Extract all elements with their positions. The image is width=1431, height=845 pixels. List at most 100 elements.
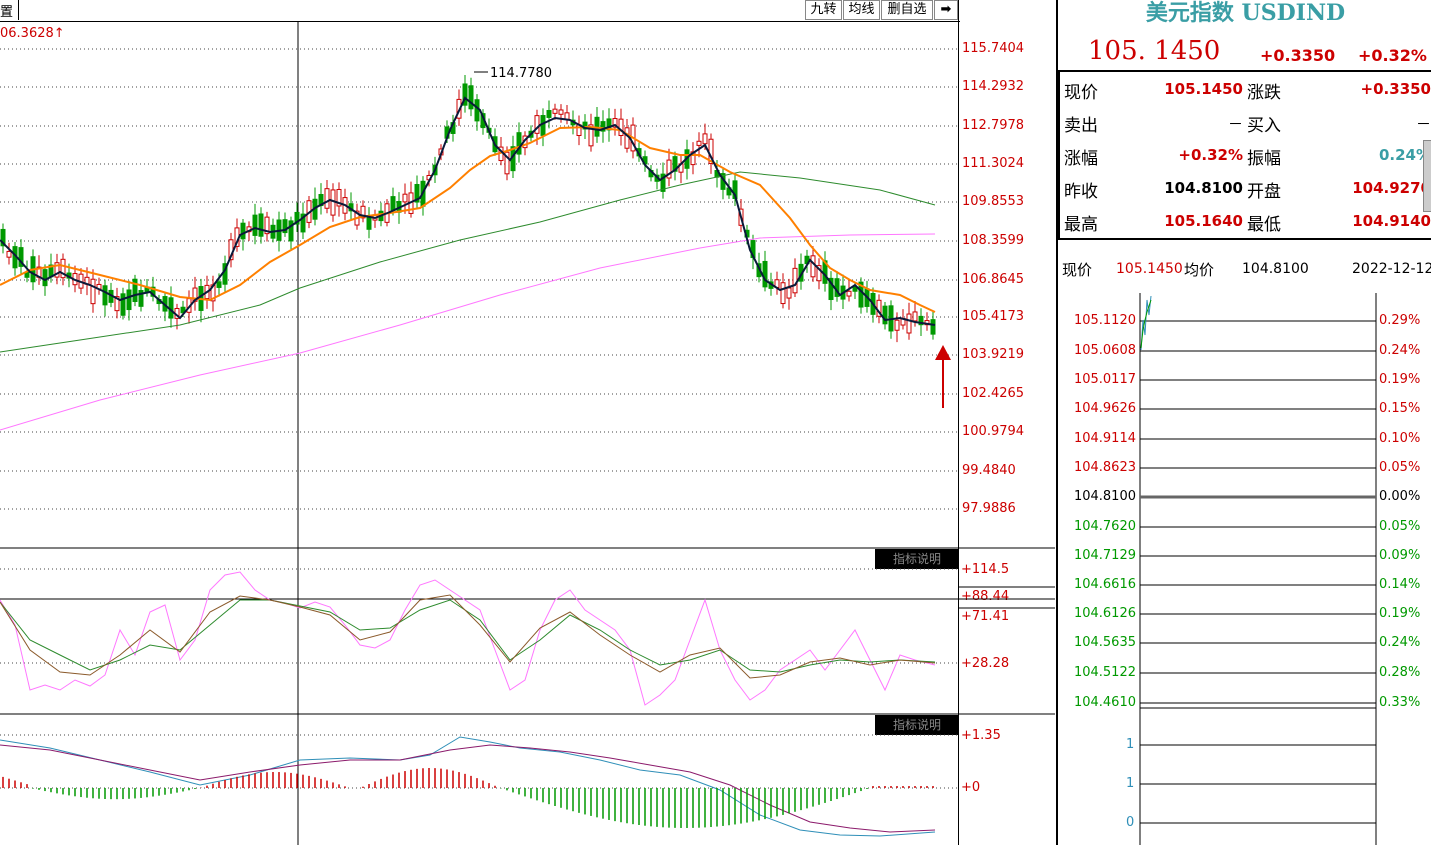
main-y-label: 105.4173 — [962, 309, 1025, 324]
quote-pane: 美元指数 USDIND 105. 1450 +0.3350 +0.32% 现价 … — [1056, 0, 1431, 845]
main-y-label: 114.2932 — [962, 79, 1025, 94]
candle-body — [138, 290, 144, 307]
indicator2-help-button[interactable]: 指标说明 — [875, 715, 959, 735]
quote-label: 振幅 — [1247, 149, 1281, 169]
delete-favorite-button[interactable]: 删自选 — [881, 0, 933, 20]
quote-value: 105.1640 — [1164, 212, 1243, 230]
main-y-label: 112.7978 — [962, 118, 1025, 133]
main-y-label: 103.9219 — [962, 347, 1025, 362]
main-y-label: 97.9886 — [962, 501, 1016, 516]
intraday-date: 2022-12-12 — [1352, 261, 1431, 277]
indicator2-y-label: +0 — [961, 780, 981, 795]
candle-body — [618, 118, 624, 137]
candle-body — [912, 311, 918, 322]
candle-body — [918, 315, 924, 326]
intraday-avg-label: 均价 — [1184, 261, 1215, 279]
indicator1-y-label: +88.44 — [961, 589, 1010, 604]
kdj-pink-line — [0, 571, 936, 706]
macd-histogram — [2, 768, 934, 828]
intraday-left-label: 104.8623 — [1073, 460, 1136, 475]
quote-label: 现价 — [1064, 83, 1098, 103]
candle-body — [906, 313, 912, 334]
candle-body — [360, 205, 366, 219]
candle-body — [588, 124, 594, 147]
candlesticks — [0, 75, 936, 343]
quote-value: 0.24% — [1378, 146, 1431, 164]
candle-body — [552, 108, 558, 114]
candle-body — [858, 281, 864, 308]
intraday-left-label: 105.0117 — [1073, 372, 1136, 387]
intraday-left-label: 104.9114 — [1073, 431, 1136, 446]
quote-label: 卖出 — [1064, 116, 1098, 136]
quote-label: 开盘 — [1247, 182, 1281, 202]
candle-body — [336, 188, 342, 207]
chart-toolbar: 置 九转 均线 删自选 ➡ — [0, 0, 960, 22]
quote-title: 美元指数 USDIND — [1145, 0, 1346, 26]
candle-body — [294, 211, 300, 225]
candle-body — [894, 319, 900, 331]
kline-chart-pane[interactable]: 置 九转 均线 删自选 ➡ 06.3628↑ 115.7404 114.2932 1… — [0, 0, 1055, 845]
intraday-right-label: 0.29% — [1379, 313, 1421, 328]
volume-label: 1 — [1126, 776, 1135, 791]
intraday-right-label: 0.05% — [1379, 519, 1421, 534]
candle-body — [534, 115, 540, 134]
intraday-avg: 104.8100 — [1242, 261, 1309, 277]
quote-label: 买入 — [1247, 116, 1281, 136]
candle-body — [702, 133, 708, 145]
quote-value: 104.9270 — [1352, 179, 1431, 197]
volume-label: 1 — [1126, 737, 1135, 752]
candle-body — [264, 216, 270, 235]
intraday-left-label: 104.8100 — [1073, 489, 1136, 504]
red-arrow-icon — [935, 345, 951, 360]
main-y-label: 100.9794 — [962, 424, 1025, 439]
candle-body — [132, 278, 138, 302]
quote-value: +0.3350 — [1360, 80, 1431, 98]
candle-body — [216, 281, 222, 288]
quote-label: 涨幅 — [1064, 149, 1098, 169]
quote-value: 105.1450 — [1164, 80, 1243, 98]
quote-value: 104.9140 — [1352, 212, 1431, 230]
intraday-left-label: 105.1120 — [1073, 313, 1136, 328]
quote-row: 涨幅 +0.32% 振幅 0.24% — [1060, 140, 1431, 173]
main-y-label: 102.4265 — [962, 386, 1025, 401]
candle-body — [0, 228, 6, 247]
main-y-label: 99.4840 — [962, 463, 1016, 478]
quote-value: － — [1415, 115, 1431, 133]
ma-button[interactable]: 均线 — [843, 0, 880, 20]
kdj-brown-line — [0, 594, 936, 679]
intraday-left-label: 104.4610 — [1073, 695, 1136, 710]
candle-body — [930, 319, 936, 335]
volume-label: 0 — [1126, 815, 1135, 830]
quote-label: 最高 — [1064, 215, 1098, 235]
candle-body — [468, 85, 474, 110]
indicator1-y-label: +71.41 — [961, 609, 1010, 624]
candle-body — [18, 247, 24, 267]
candle-body — [462, 83, 468, 106]
candle-body — [786, 287, 792, 299]
jiuzhuan-button[interactable]: 九转 — [805, 0, 842, 20]
candle-body — [672, 156, 678, 172]
candle-body — [60, 258, 66, 279]
candle-body — [180, 306, 186, 314]
candle-body — [102, 285, 108, 306]
high-marker-label: 114.7780 — [490, 66, 552, 81]
candle-body — [330, 189, 336, 216]
candle-body — [516, 132, 522, 155]
quote-scrollbar[interactable] — [1423, 140, 1431, 212]
quote-price: 105. 1450 — [1088, 36, 1221, 66]
candle-body — [540, 115, 546, 136]
indicator1-help-button[interactable]: 指标说明 — [875, 549, 959, 569]
candle-body — [258, 213, 264, 237]
candle-body — [390, 196, 396, 212]
candle-body — [300, 213, 306, 233]
quote-label: 最低 — [1247, 215, 1281, 235]
quote-row: 卖出 － 买入 － — [1060, 107, 1431, 140]
intraday-avg-line — [1140, 299, 1152, 349]
next-arrow-icon[interactable]: ➡ — [934, 0, 958, 20]
intraday-left-label: 104.5635 — [1073, 635, 1136, 650]
candle-body — [6, 250, 12, 258]
ma-pink-line — [0, 233, 936, 431]
intraday-right-label: 0.24% — [1379, 343, 1421, 358]
candle-body — [792, 267, 798, 294]
main-y-label: 108.3599 — [962, 233, 1025, 248]
